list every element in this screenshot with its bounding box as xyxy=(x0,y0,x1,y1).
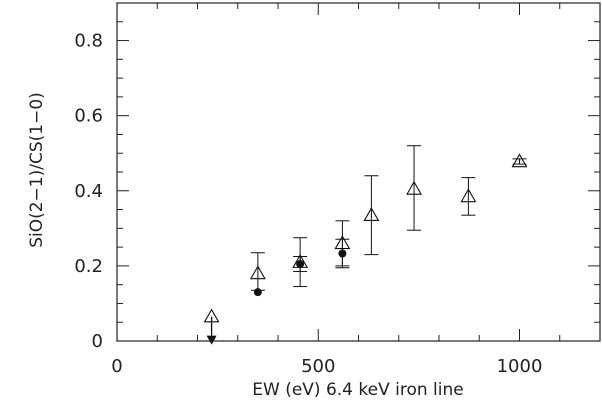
x-tick-label: 500 xyxy=(301,356,335,377)
data-point-circle xyxy=(338,249,347,258)
y-tick-label: 0.8 xyxy=(74,31,103,52)
y-tick-label: 0 xyxy=(92,331,103,352)
data-point-circle xyxy=(253,288,262,297)
upper-limit-arrow-head xyxy=(206,335,217,345)
data-point-triangle xyxy=(363,207,380,221)
x-axis-title: EW (eV) 6.4 keV iron line xyxy=(252,380,463,400)
plot-area xyxy=(116,2,601,342)
plot-frame xyxy=(116,2,601,342)
y-tick-label: 0.6 xyxy=(74,106,103,127)
x-tick-label: 0 xyxy=(111,356,122,377)
x-tick-label: 1000 xyxy=(497,356,543,377)
y-tick-label: 0.4 xyxy=(74,181,103,202)
data-point-triangle xyxy=(511,153,528,168)
data-point-triangle xyxy=(249,265,266,280)
y-axis-title: SiO(2−1)/CS(1−0) xyxy=(27,92,47,248)
axis-ticks: 0 500 1000 0 0.2 0.4 0.6 0.8 xyxy=(74,2,601,377)
data-point-triangle xyxy=(406,180,422,195)
y-tick-label: 0.2 xyxy=(74,256,103,277)
data-point-triangle xyxy=(460,188,477,203)
data-point-circle xyxy=(296,260,305,269)
data-marks xyxy=(203,145,528,345)
